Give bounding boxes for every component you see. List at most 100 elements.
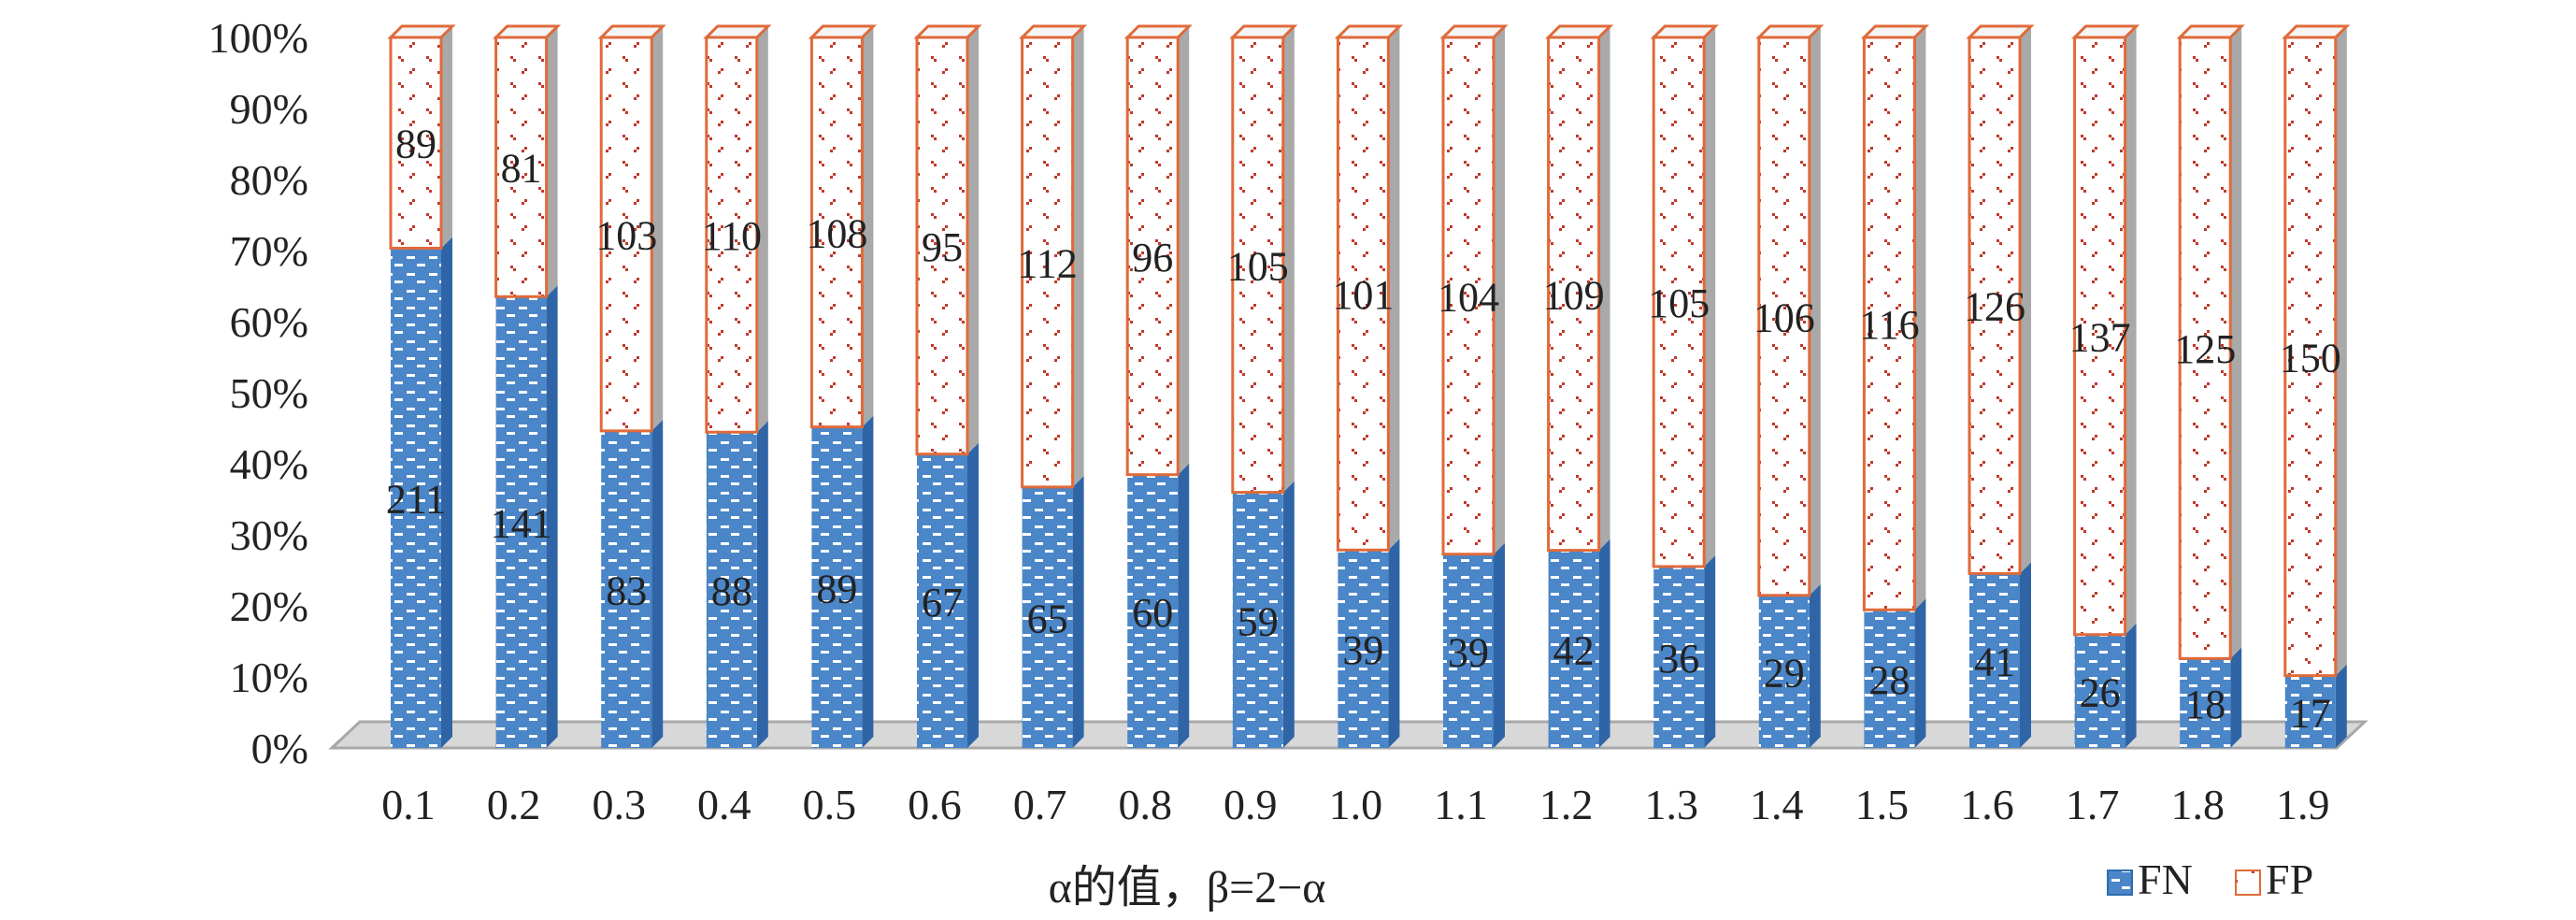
y-tick-label: 0%	[251, 725, 308, 772]
data-label-fp: 106	[1753, 295, 1815, 340]
bar-fn-side	[1178, 463, 1190, 748]
bar-top-face	[387, 24, 456, 39]
bar-fp-side	[2125, 26, 2137, 635]
data-label-fn: 18	[2184, 682, 2225, 727]
bar-fp-side	[756, 26, 768, 433]
bar-fn	[1443, 553, 1494, 748]
x-tick-label: 1.4	[1750, 781, 1804, 828]
bar-fn-side	[1072, 475, 1084, 748]
bar-fn-side	[2230, 647, 2242, 748]
bar-fn	[391, 248, 441, 748]
y-tick-label: 60%	[230, 298, 308, 346]
data-label-fn: 26	[2080, 669, 2121, 715]
data-label-fn: 59	[1238, 598, 1279, 644]
bar-fp-side	[651, 26, 664, 431]
bar-fp-side	[2020, 26, 2031, 574]
data-label-fn: 42	[1553, 627, 1595, 673]
data-label-fp: 112	[1017, 240, 1077, 286]
bar-fp	[1757, 36, 1811, 597]
data-label-fp: 89	[395, 122, 436, 167]
bar-top-face	[2282, 24, 2351, 39]
data-label-fn: 60	[1132, 590, 1173, 636]
data-label-fn: 67	[922, 580, 963, 625]
data-label-fn: 41	[1974, 640, 2015, 685]
bar-top-face	[1650, 24, 1719, 39]
bar-fn	[1969, 573, 2020, 748]
bar-fn-side	[1914, 598, 1926, 748]
bar-fp	[1021, 36, 1075, 489]
bar-fp-side	[1914, 26, 1926, 611]
data-label-fp: 116	[1859, 302, 1919, 348]
bar-top-face	[492, 24, 562, 39]
y-tick-label: 90%	[230, 85, 308, 133]
bar-top-face	[913, 24, 982, 39]
x-tick-label: 0.2	[487, 781, 541, 828]
x-tick-label: 1.0	[1329, 781, 1383, 828]
y-tick-label: 100%	[208, 14, 308, 62]
data-label-fp: 101	[1332, 272, 1394, 318]
bar-fp	[705, 36, 759, 434]
x-tick-label: 0.6	[908, 781, 962, 828]
bar-fn	[811, 426, 863, 748]
bar-fn-side	[651, 419, 664, 748]
bar-fn	[2284, 675, 2336, 748]
bar-fn	[495, 296, 547, 748]
bar-fn	[917, 453, 967, 748]
bar-fp-side	[1388, 26, 1400, 551]
bar-fp	[1125, 36, 1180, 477]
data-label-fn: 29	[1764, 650, 1805, 696]
data-label-fn: 88	[711, 568, 752, 614]
y-tick-label: 70%	[230, 227, 308, 275]
data-label-fp: 150	[2280, 335, 2341, 381]
bar-fn-side	[1809, 583, 1821, 748]
data-label-fn: 211	[386, 477, 446, 523]
bar-top-face	[703, 24, 772, 39]
data-label-fn: 39	[1448, 629, 1489, 675]
x-tick-label: 0.3	[592, 781, 646, 828]
data-label-fp: 104	[1438, 274, 1499, 320]
x-tick-label: 0.1	[381, 781, 436, 828]
bar-fn-side	[1598, 539, 1610, 748]
bar-fn	[1338, 550, 1389, 748]
bar-fn	[1022, 486, 1073, 748]
legend: FN FP	[2107, 855, 2313, 903]
data-label-fn: 36	[1658, 636, 1699, 682]
data-label-fn: 83	[606, 568, 647, 613]
bar-top-face	[1966, 24, 2035, 39]
data-label-fn: 141	[491, 501, 552, 547]
bar-fn	[1653, 566, 1705, 748]
data-label-fn: 65	[1027, 596, 1068, 641]
x-tick-label: 0.7	[1013, 781, 1067, 828]
bar-fn	[2074, 634, 2125, 748]
bar-fn-side	[546, 285, 558, 748]
data-label-fn: 17	[2290, 690, 2331, 736]
bar-fp	[1547, 36, 1601, 553]
bar-fp-side	[546, 26, 558, 297]
bar-fp-side	[441, 26, 452, 249]
bar-top-face	[1755, 24, 1825, 39]
bar-fn-side	[756, 421, 768, 748]
bar-fp	[915, 36, 969, 456]
bar-fp-side	[862, 26, 874, 427]
x-tick-label: 0.8	[1118, 781, 1172, 828]
x-axis-title: α的值，β=2−α	[1049, 863, 1326, 913]
bar-top-face	[1544, 24, 1614, 39]
x-tick-label: 1.7	[2066, 781, 2120, 828]
x-tick-label: 1.1	[1434, 781, 1488, 828]
x-tick-label: 1.2	[1539, 781, 1594, 828]
bar-fp-side	[1494, 26, 1505, 554]
bar-top-face	[597, 24, 666, 39]
data-label-fn: 28	[1868, 657, 1910, 703]
data-label-fp: 125	[2174, 326, 2236, 372]
x-tick-label: 0.5	[803, 781, 857, 828]
x-tick-label: 1.3	[1644, 781, 1698, 828]
bar-fp-side	[1809, 26, 1821, 596]
legend-label-fp: FP	[2266, 855, 2313, 903]
bar-fn-side	[967, 442, 979, 748]
data-label-fp: 126	[1964, 284, 2025, 330]
bar-top-face	[1334, 24, 1404, 39]
data-label-fp: 105	[1648, 280, 1710, 326]
bar-fp-side	[1178, 26, 1190, 475]
legend-label-fn: FN	[2138, 855, 2193, 903]
